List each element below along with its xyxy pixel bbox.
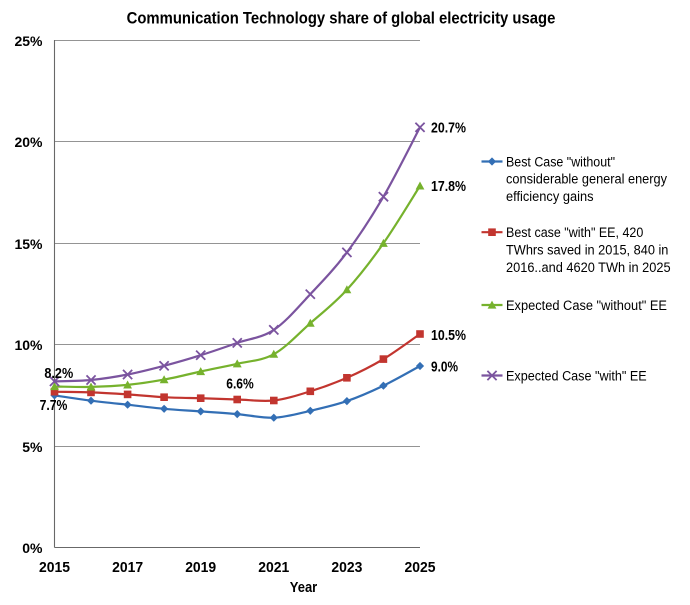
- svg-text:2023: 2023: [331, 559, 362, 576]
- svg-text:considerable general energy: considerable general energy: [506, 172, 667, 187]
- svg-text:0%: 0%: [22, 540, 43, 556]
- svg-text:7.7%: 7.7%: [40, 398, 68, 414]
- svg-text:Best Case "without": Best Case "without": [506, 154, 615, 169]
- svg-text:Best case "with" EE, 420: Best case "with" EE, 420: [506, 225, 643, 240]
- svg-text:20%: 20%: [14, 134, 43, 150]
- svg-text:Expected Case "with" EE: Expected Case "with" EE: [506, 368, 647, 383]
- svg-text:6.6%: 6.6%: [226, 377, 254, 393]
- svg-text:2021: 2021: [258, 559, 289, 576]
- svg-text:Communication Technology share: Communication Technology share of global…: [127, 9, 556, 28]
- svg-text:20.7%: 20.7%: [431, 121, 466, 137]
- svg-text:2015: 2015: [39, 559, 70, 576]
- svg-text:2019: 2019: [185, 559, 216, 576]
- svg-text:15%: 15%: [14, 236, 43, 252]
- svg-text:Year: Year: [290, 579, 318, 596]
- svg-text:25%: 25%: [14, 33, 43, 49]
- svg-text:9.0%: 9.0%: [431, 360, 458, 376]
- svg-text:2017: 2017: [112, 559, 143, 576]
- svg-text:8.2%: 8.2%: [44, 366, 73, 382]
- svg-text:17.8%: 17.8%: [431, 179, 466, 195]
- svg-text:efficiency gains: efficiency gains: [506, 189, 594, 204]
- svg-text:Expected Case "without" EE: Expected Case "without" EE: [506, 298, 667, 313]
- svg-text:10%: 10%: [14, 337, 43, 353]
- svg-text:TWhrs saved in 2015, 840 in: TWhrs saved in 2015, 840 in: [506, 242, 668, 257]
- svg-text:2016..and 4620 TWh in 2025: 2016..and 4620 TWh in 2025: [506, 260, 671, 275]
- svg-text:5%: 5%: [22, 439, 43, 455]
- svg-text:10.5%: 10.5%: [431, 328, 466, 344]
- svg-text:2025: 2025: [405, 559, 436, 576]
